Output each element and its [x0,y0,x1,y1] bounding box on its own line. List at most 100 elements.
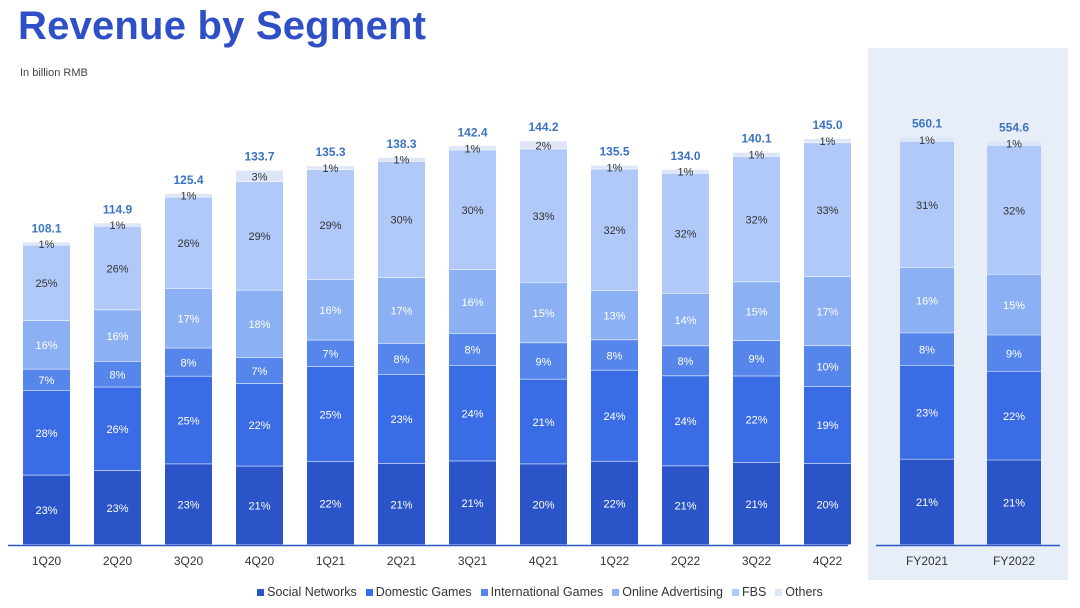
segment-share-label: 1% [1006,139,1022,151]
bar-segment-others [165,193,212,197]
page-title: Revenue by Segment [18,4,427,48]
segment-share-label: 22% [1003,411,1025,423]
segment-share-label: 25% [35,278,57,290]
segment-share-label: 8% [465,345,481,357]
bar-segment-social-networks [591,461,638,545]
legend-label: International Games [490,585,604,599]
bar-segment-fbs [591,169,638,291]
bar-segment-social-networks [94,471,141,545]
bar-segment-others [449,146,496,150]
bar-segment-international-games [165,348,212,376]
segment-share-label: 15% [1003,300,1025,312]
bar-segment-online-advertising [662,293,709,346]
segment-share-label: 8% [394,354,410,366]
bar-segment-domestic-games [900,365,954,459]
bar-segment-international-games [520,343,567,379]
bar-segment-others [591,165,638,169]
category-label: 4Q22 [813,554,843,568]
segment-share-label: 7% [39,375,55,387]
segment-share-label: 13% [603,310,625,322]
bar-segment-international-games [449,333,496,365]
segment-share-label: 1% [749,150,765,162]
bar-segment-international-games [307,340,354,367]
bar-total-label: 133.7 [244,150,274,164]
bar-segment-social-networks [733,462,780,545]
segment-share-label: 7% [252,366,268,378]
segment-share-label: 21% [532,417,554,429]
legend-item: International Games [480,585,604,599]
segment-share-label: 18% [248,319,270,331]
bar-segment-others [94,223,141,226]
bar-segment-online-advertising [520,282,567,343]
bar-segment-domestic-games [165,376,212,464]
bar-segment-online-advertising [591,290,638,340]
bar-segment-fbs [94,226,141,310]
bar-segment-fbs [165,197,212,289]
bar-total-label: 114.9 [103,202,133,216]
bar-segment-online-advertising [378,277,425,344]
segment-share-label: 21% [390,499,412,511]
bar-segment-online-advertising [236,290,283,358]
category-label: 3Q22 [742,554,772,568]
bar-segment-domestic-games [236,384,283,466]
segment-share-label: 22% [319,498,341,510]
segment-share-label: 20% [816,499,838,511]
legend-item: Domestic Games [365,585,472,599]
bar-total-label: 140.1 [741,132,771,146]
segment-share-label: 21% [674,501,696,513]
category-label: 3Q20 [174,554,204,568]
legend-item: FBS [731,585,767,599]
bar-segment-others [236,170,283,182]
bar-segment-social-networks [662,466,709,545]
bar-total-label: 134.0 [670,149,700,163]
segment-share-label: 1% [465,143,481,155]
segment-share-label: 16% [319,305,341,317]
bar-segment-online-advertising [733,282,780,341]
bar-segment-others [307,166,354,170]
bar-segment-online-advertising [449,269,496,334]
bar-segment-social-networks [378,463,425,545]
bar-segment-international-games [94,361,141,387]
segment-share-label: 24% [674,416,696,428]
segment-share-label: 7% [323,349,339,361]
segment-share-label: 23% [106,503,128,515]
segment-share-label: 2% [536,140,552,152]
bar-segment-international-games [236,357,283,384]
bar-segment-social-networks [23,475,70,545]
category-label: 1Q22 [600,554,630,568]
bar-segment-domestic-games [307,366,354,462]
bar-segment-others [804,139,851,143]
segment-share-label: 3% [252,171,268,183]
bar-segment-social-networks [520,464,567,545]
segment-share-label: 16% [106,331,128,343]
segment-share-label: 22% [248,420,270,432]
segment-share-label: 26% [106,263,128,275]
segment-share-label: 33% [532,211,554,223]
bar-segment-others [662,169,709,173]
legend-swatch [480,588,488,596]
category-label: FY2021 [906,554,948,568]
segment-share-label: 30% [390,215,412,227]
segment-share-label: 10% [816,361,838,373]
bar-segment-fbs [987,145,1041,275]
chart-legend: Social Networks Domestic Games Internation… [0,585,1080,599]
bar-total-label: 125.4 [173,173,203,187]
bar-segment-social-networks [449,461,496,545]
segment-share-label: 1% [678,167,694,179]
segment-share-label: 21% [745,499,767,511]
segment-share-label: 16% [461,297,483,309]
bar-segment-social-networks [236,466,283,545]
segment-share-label: 21% [248,501,270,513]
segment-share-label: 8% [678,356,694,368]
legend-label: FBS [741,585,767,599]
bar-segment-domestic-games [804,386,851,464]
unit-note: In billion RMB [20,67,88,79]
bar-segment-domestic-games [520,379,567,464]
segment-share-label: 28% [35,428,57,440]
bar-segment-online-advertising [804,277,851,346]
bar-total-label: 138.3 [386,137,416,151]
category-label: 4Q21 [529,554,559,568]
bar-segment-fbs [520,149,567,282]
bar-segment-domestic-games [378,374,425,464]
